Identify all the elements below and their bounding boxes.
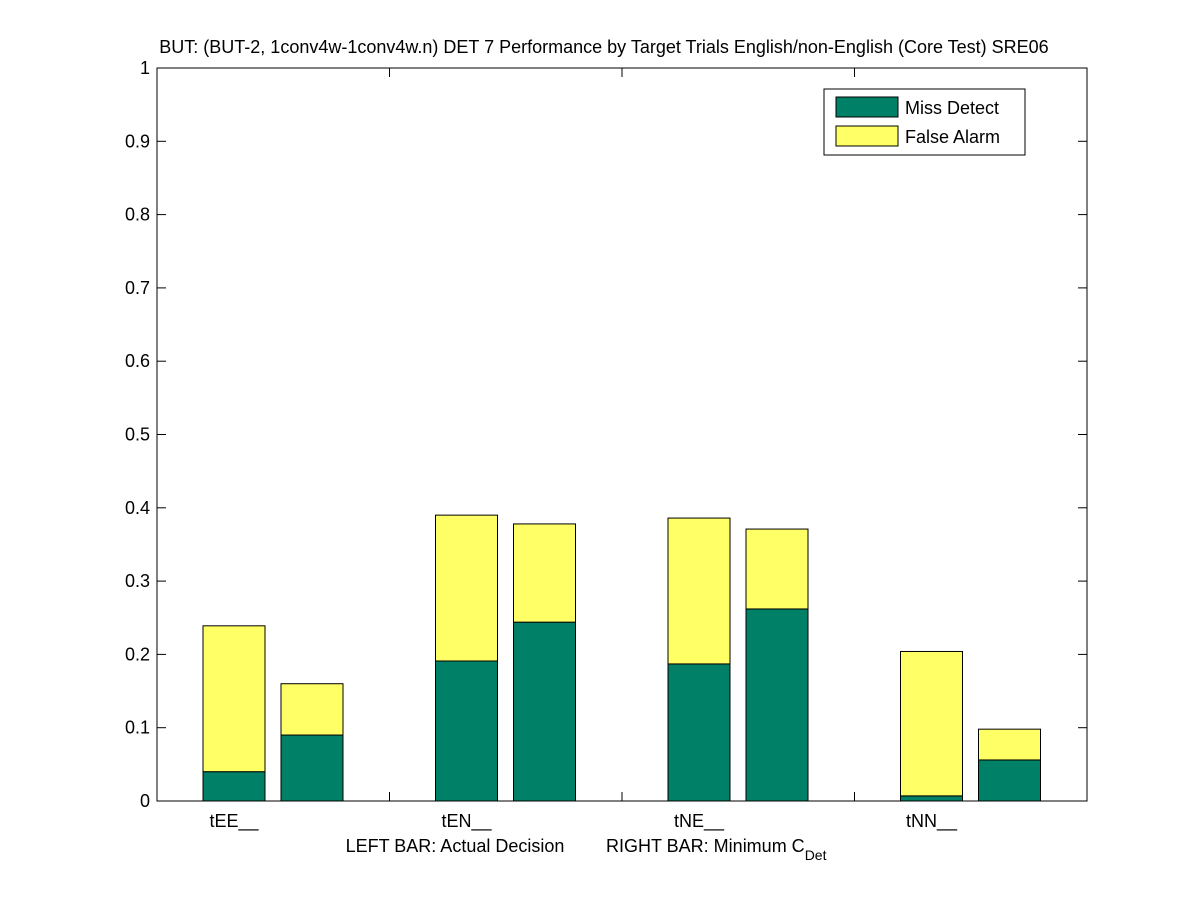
y-tick-label: 0.6 [125, 351, 150, 371]
x-tick-label: tNN__ [906, 811, 958, 832]
x-axis: tEE__ tEN__ tNE__ tNN__ [209, 68, 958, 832]
legend-swatch-false-alarm [835, 125, 899, 147]
bar-segment-false-alarm [667, 517, 731, 665]
chart-title: BUT: (BUT-2, 1conv4w-1conv4w.n) DET 7 Pe… [159, 37, 1048, 57]
bar-segment-miss-detect [667, 663, 731, 802]
bar-segment-miss-detect [513, 621, 576, 802]
bars-group [202, 514, 1041, 802]
y-tick-label: 0.2 [125, 644, 150, 664]
y-tick-label: 0.8 [125, 205, 150, 225]
legend-swatch-miss-detect [835, 96, 899, 118]
x-tick-label: tNE__ [674, 811, 725, 832]
y-tick-label: 0 [140, 791, 150, 811]
y-tick-label: 0.4 [125, 498, 150, 518]
x-label-left: LEFT BAR: Actual Decision [346, 836, 565, 856]
bar-segment-miss-detect [900, 795, 963, 802]
legend-label-false-alarm: False Alarm [905, 127, 1000, 147]
y-tick-label: 0.7 [125, 278, 150, 298]
bar-segment-false-alarm [978, 728, 1041, 761]
bar-segment-false-alarm [900, 650, 963, 797]
x-label-right-subscript: Det [805, 847, 827, 863]
bar-segment-false-alarm [435, 514, 498, 662]
x-tick-label: tEN__ [441, 811, 492, 832]
legend-label-miss-detect: Miss Detect [905, 98, 999, 118]
y-tick-label: 0.9 [125, 131, 150, 151]
bar-segment-miss-detect [435, 660, 498, 802]
bar-segment-false-alarm [280, 683, 344, 736]
bar-segment-miss-detect [745, 608, 809, 802]
y-axis: 0 0.1 0.2 0.3 0.4 0.5 0.6 0.7 0.8 0.9 1 [125, 58, 1087, 811]
x-tick-label: tEE__ [209, 811, 259, 832]
bar-segment-false-alarm [513, 523, 576, 623]
bar-segment-miss-detect [280, 734, 344, 802]
bar-segment-false-alarm [202, 625, 266, 773]
y-tick-label: 1 [140, 58, 150, 78]
legend: Miss Detect False Alarm [823, 88, 1026, 156]
x-axis-label: LEFT BAR: Actual Decision RIGHT BAR: Min… [346, 836, 827, 863]
x-label-right: RIGHT BAR: Minimum CDet [606, 836, 827, 863]
y-tick-label: 0.5 [125, 425, 150, 445]
y-tick-label: 0.3 [125, 571, 150, 591]
bar-segment-miss-detect [978, 759, 1041, 802]
y-tick-label: 0.1 [125, 718, 150, 738]
bar-segment-false-alarm [745, 528, 809, 610]
x-label-right-main: RIGHT BAR: Minimum C [606, 836, 805, 856]
bar-segment-miss-detect [202, 771, 266, 802]
